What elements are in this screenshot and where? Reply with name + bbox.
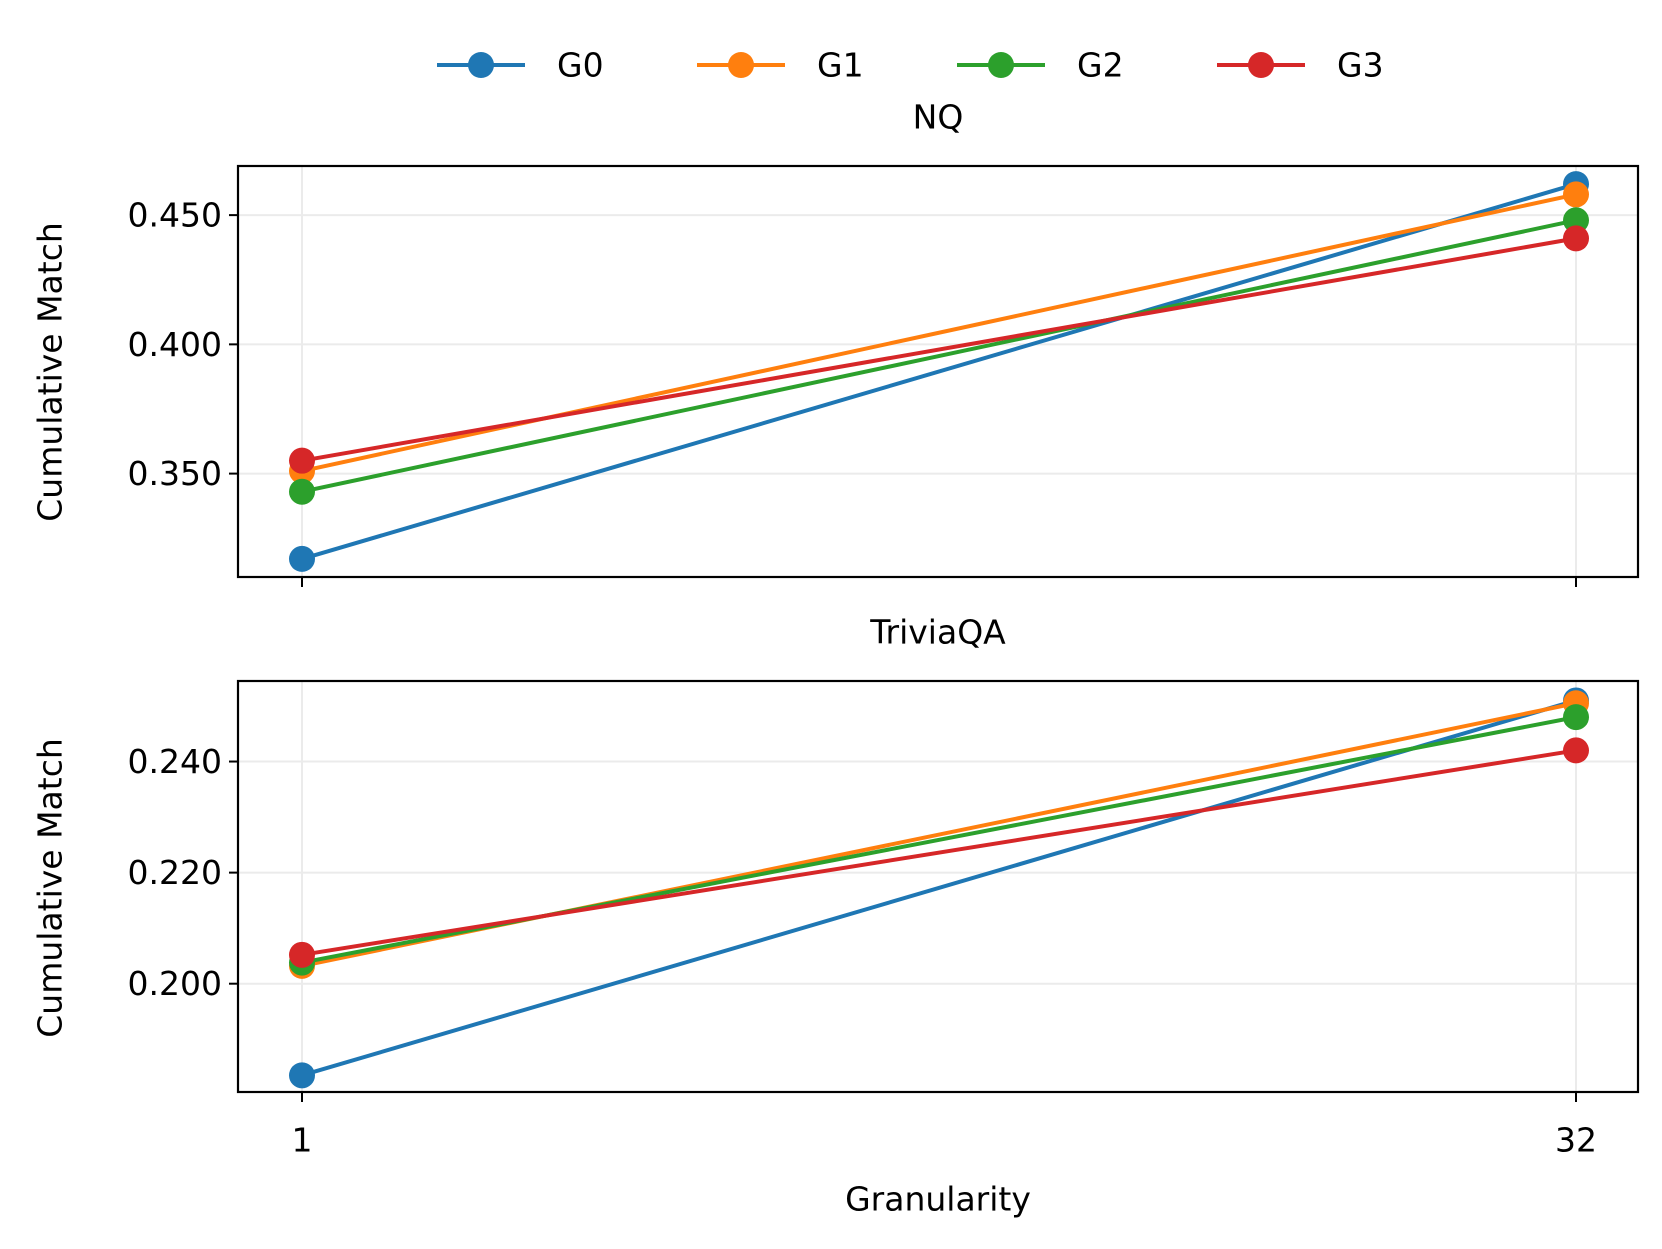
x-tick-label-1: 1	[292, 1121, 313, 1160]
point-g0-x1-nq	[289, 545, 315, 572]
panel-nq: NQ Cumulative Match 0.350 0.400 0.450	[31, 98, 1640, 587]
legend-label-g0: G0	[557, 46, 604, 85]
panel-title-nq: NQ	[913, 98, 964, 137]
x-tick-label-32: 32	[1555, 1121, 1597, 1160]
y-axis-label-triviaqa: Cumulative Match	[31, 738, 70, 1038]
grid-triviaqa	[238, 681, 1638, 1092]
legend-item-g3: G3	[1217, 46, 1384, 85]
series-line-g0-triviaqa	[301, 698, 1577, 1078]
y-tick-label-0.450-nq: 0.450	[128, 196, 222, 235]
plot-area-nq	[289, 171, 1589, 572]
axes-frame-nq	[236, 164, 1640, 579]
legend-item-g1: G1	[697, 46, 864, 85]
legend: G0 G1 G2 G3	[437, 46, 1384, 85]
point-g3-x32-nq	[1563, 225, 1589, 252]
y-axis-label-nq: Cumulative Match	[31, 222, 70, 522]
series-g2-nq	[289, 207, 1589, 505]
point-g3-x1-nq	[289, 447, 315, 474]
ticks-nq: 0.350 0.400 0.450	[128, 196, 1577, 587]
legend-item-g0: G0	[437, 46, 604, 85]
x-axis-label: Granularity	[845, 1180, 1031, 1219]
axes-frame-triviaqa	[236, 679, 1640, 1094]
series-g3-nq	[289, 225, 1589, 474]
y-tick-label-0.240-triviaqa: 0.240	[128, 742, 222, 781]
legend-label-g3: G3	[1337, 46, 1384, 85]
panel-title-triviaqa: TriviaQA	[869, 613, 1006, 652]
point-g3-x32-triviaqa	[1563, 737, 1589, 764]
legend-item-g2: G2	[957, 46, 1124, 85]
point-g2-x32-nq	[1563, 207, 1589, 234]
point-g3-x1-triviaqa	[289, 941, 315, 968]
panel-triviaqa: TriviaQA Cumulative Match 0.200 0.220 0.24…	[31, 613, 1640, 1219]
plot-area-triviaqa	[289, 687, 1589, 1089]
legend-label-g1: G1	[817, 46, 864, 85]
point-g2-x32-triviaqa	[1563, 704, 1589, 731]
series-line-g0-nq	[301, 182, 1577, 561]
y-tick-label-0.220-triviaqa: 0.220	[128, 853, 222, 892]
legend-label-g2: G2	[1077, 46, 1124, 85]
legend-marker-g2	[988, 52, 1014, 78]
legend-marker-g1	[728, 52, 754, 78]
series-line-g3-triviaqa	[301, 748, 1577, 957]
series-line-g3-nq	[301, 236, 1577, 463]
point-g0-x1-triviaqa	[289, 1062, 315, 1089]
legend-marker-g0	[468, 52, 494, 78]
legend-marker-g3	[1248, 52, 1274, 78]
y-tick-label-0.400-nq: 0.400	[128, 325, 222, 364]
series-line-g2-nq	[301, 218, 1577, 494]
series-g3-triviaqa	[289, 737, 1589, 968]
grid-nq	[238, 166, 1638, 577]
point-g2-x1-nq	[289, 478, 315, 505]
y-tick-label-0.200-triviaqa: 0.200	[128, 964, 222, 1003]
point-g1-x32-nq	[1563, 181, 1589, 208]
ticks-triviaqa: 0.200 0.220 0.240 1 32	[128, 742, 1597, 1159]
y-tick-label-0.350-nq: 0.350	[128, 454, 222, 493]
